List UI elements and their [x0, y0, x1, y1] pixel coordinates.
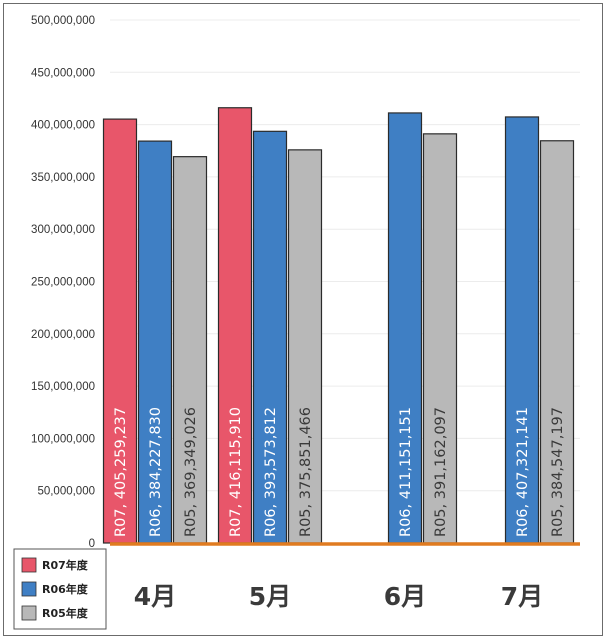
- y-tick-label: 250,000,000: [31, 277, 95, 289]
- legend-swatch: [21, 605, 37, 621]
- bar-data-label: R05, 375,851,466: [298, 407, 314, 537]
- bar-data-label: R07, 416,115,910: [228, 407, 244, 537]
- y-tick-label: 100,000,000: [31, 433, 95, 445]
- y-tick-label: 400,000,000: [31, 120, 95, 132]
- x-tick-label: 5月: [249, 582, 291, 611]
- bar-data-label: R06, 393,573,812: [263, 407, 279, 537]
- bar: [102, 118, 138, 544]
- x-tick-label: 6月: [384, 582, 426, 611]
- bar: [217, 107, 253, 544]
- y-tick-label: 50,000,000: [37, 486, 95, 498]
- legend-label: R07年度: [42, 558, 89, 572]
- bar: [252, 130, 288, 544]
- y-tick-label: 150,000,000: [31, 381, 95, 393]
- bar-data-label: R06, 407,321,141: [515, 407, 531, 537]
- bar-data-label: R05, 369,349,026: [183, 407, 199, 537]
- bar-data-label: R06, 384,227,830: [148, 407, 164, 537]
- legend-label: R06年度: [42, 582, 89, 596]
- y-tick-label: 0: [89, 538, 95, 550]
- bar: [287, 149, 323, 544]
- legend-label: R05年度: [42, 606, 89, 620]
- legend-swatch: [21, 581, 37, 597]
- y-tick-label: 500,000,000: [31, 15, 95, 27]
- y-tick-label: 350,000,000: [31, 172, 95, 184]
- bar: [172, 156, 208, 544]
- y-tick-label: 300,000,000: [31, 224, 95, 236]
- bar-data-label: R05, 391,162,097: [433, 407, 449, 537]
- bar-data-label: R06, 411,151,151: [398, 407, 414, 537]
- bar-data-label: R07, 405,259,237: [113, 407, 129, 537]
- y-tick-label: 200,000,000: [31, 329, 95, 341]
- bar-data-label: R05, 384,547,197: [550, 407, 566, 537]
- x-tick-label: 4月: [134, 582, 176, 611]
- bar: [504, 116, 540, 544]
- x-tick-label: 7月: [501, 582, 543, 611]
- legend-swatch: [21, 557, 37, 573]
- bar: [422, 133, 458, 544]
- y-tick-label: 450,000,000: [31, 67, 95, 79]
